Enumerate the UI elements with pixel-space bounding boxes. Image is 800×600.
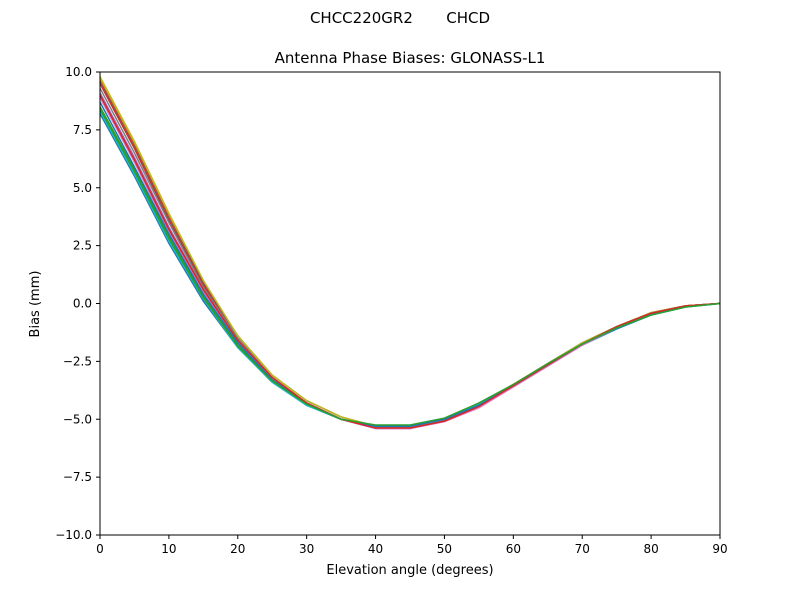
series-lines bbox=[99, 76, 721, 430]
x-tick-label: 20 bbox=[230, 542, 245, 556]
y-tick-label: −7.5 bbox=[63, 470, 92, 484]
y-tick-label: −10.0 bbox=[55, 528, 92, 542]
x-tick-label: 40 bbox=[368, 542, 383, 556]
x-tick-label: 70 bbox=[575, 542, 590, 556]
y-tick-label: 5.0 bbox=[73, 181, 92, 195]
x-tick-label: 90 bbox=[712, 542, 727, 556]
series-line-4 bbox=[99, 83, 721, 429]
series-line-9 bbox=[99, 76, 721, 427]
figure-suptitle: CHCC220GR2 CHCD bbox=[309, 9, 491, 27]
series-line-2 bbox=[99, 78, 721, 427]
x-tick-label: 0 bbox=[96, 542, 104, 556]
y-tick-label: 7.5 bbox=[73, 123, 92, 137]
series-line-6 bbox=[99, 80, 721, 427]
y-tick-label: 2.5 bbox=[73, 239, 92, 253]
x-axis-label: Elevation angle (degrees) bbox=[326, 563, 493, 578]
y-tick-label: 0.0 bbox=[73, 297, 92, 311]
y-axis-ticks: −10.0 −7.5 −5.0 −2.5 0.0 2.5 5.0 7.5 10.0 bbox=[55, 65, 100, 542]
x-tick-label: 30 bbox=[299, 542, 314, 556]
series-line-8 bbox=[99, 87, 721, 429]
plot-frame bbox=[99, 71, 721, 536]
x-tick-label: 10 bbox=[161, 542, 176, 556]
y-tick-label: −2.5 bbox=[63, 354, 92, 368]
y-tick-label: −5.0 bbox=[63, 412, 92, 426]
y-axis-label: Bias (mm) bbox=[28, 271, 43, 338]
chart-title: Antenna Phase Biases: GLONASS-L1 bbox=[275, 49, 546, 67]
x-tick-label: 80 bbox=[643, 542, 658, 556]
series-line-12 bbox=[99, 94, 721, 429]
x-tick-label: 50 bbox=[437, 542, 452, 556]
series-line-13 bbox=[99, 108, 721, 426]
y-tick-label: 10.0 bbox=[65, 65, 92, 79]
x-axis-ticks: 0 10 20 30 40 50 60 70 80 90 bbox=[96, 535, 728, 556]
x-tick-label: 60 bbox=[506, 542, 521, 556]
